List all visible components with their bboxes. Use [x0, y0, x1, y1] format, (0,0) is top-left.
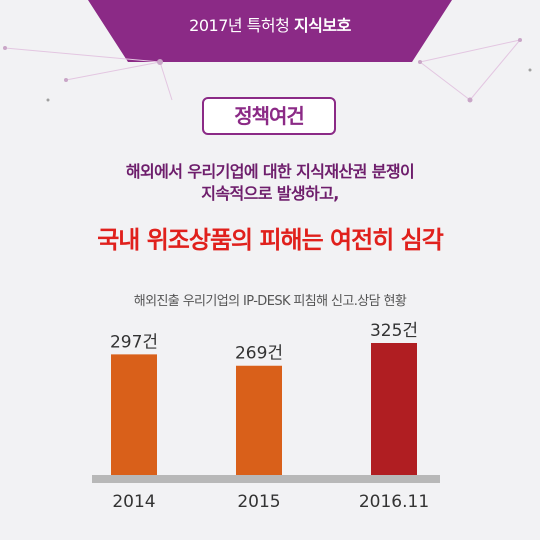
lead-line-1: 해외에서 우리기업에 대한 지식재산권 분쟁이 [125, 162, 415, 181]
x-tick-label: 2015 [237, 492, 280, 512]
header-title: 2017년 특허청 지식보호 [0, 12, 540, 36]
bar-chart: 297건 2014 269건 2015 325건 2016.11 [92, 321, 440, 512]
header-prefix: 2017년 특허청 [189, 16, 290, 35]
lead-line-2: 지속적으로 발생하고, [201, 184, 339, 203]
banner-shape [88, 0, 452, 62]
bar-2014 [111, 354, 157, 475]
x-axis-baseline [92, 475, 440, 483]
x-tick-label: 2016.11 [359, 492, 429, 512]
bar-value-label: 269건 [235, 344, 283, 364]
header-emphasis: 지식보호 [293, 16, 351, 35]
bar-value-label: 325건 [370, 321, 418, 341]
headline: 국내 위조상품의 피해는 여전히 심각 [97, 226, 444, 254]
bar-2016.11 [371, 343, 417, 475]
section-badge: 정책여건 [202, 97, 336, 135]
bar-value-label: 297건 [110, 332, 158, 352]
bar-group: 297건 2014 269건 2015 325건 2016.11 [110, 321, 429, 512]
chart-title: 해외진출 우리기업의 IP-DESK 피침해 신고.상담 현황 [133, 294, 407, 309]
x-tick-label: 2014 [112, 492, 155, 512]
header-banner: 2017년 특허청 지식보호 [0, 0, 540, 64]
bar-2015 [236, 365, 282, 475]
